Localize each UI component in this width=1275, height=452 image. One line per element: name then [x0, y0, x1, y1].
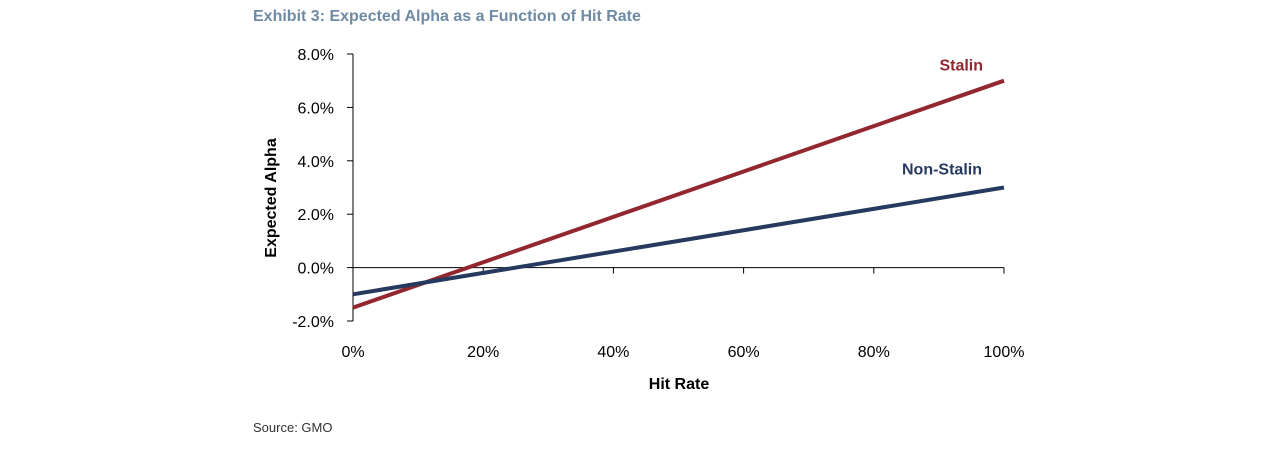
y-tick-label: 2.0%: [298, 207, 334, 224]
x-tick-label: 60%: [728, 344, 760, 361]
y-axis: -2.0% 0.0% 2.0% 4.0% 6.0% 8.0%: [292, 47, 354, 331]
x-tick-label: 100%: [984, 344, 1025, 361]
y-axis-label: Expected Alpha: [263, 138, 280, 258]
series-label-stalin: Stalin: [939, 58, 983, 75]
y-tick-label: 8.0%: [298, 47, 334, 64]
x-tick-label: 0%: [341, 344, 364, 361]
series-label-non-stalin: Non-Stalin: [902, 162, 982, 179]
x-axis: 0% 20% 40% 60% 80% 100%: [341, 267, 1025, 361]
y-tick-label: 6.0%: [298, 100, 334, 117]
source-note: Source: GMO: [253, 420, 333, 435]
chart-title: Exhibit 3: Expected Alpha as a Function …: [253, 8, 641, 25]
y-tick-label: 0.0%: [298, 261, 334, 278]
x-tick-label: 20%: [467, 344, 499, 361]
x-axis-label: Hit Rate: [649, 376, 710, 393]
y-tick-label: -2.0%: [292, 314, 334, 331]
series-lines: [352, 78, 1005, 310]
series-labels: Stalin Non-Stalin: [902, 58, 983, 179]
x-tick-label: 80%: [858, 344, 890, 361]
y-tick-label: 4.0%: [298, 154, 334, 171]
x-tick-label: 40%: [597, 344, 629, 361]
series-line-non-stalin: [352, 185, 1005, 297]
series-line-stalin: [352, 78, 1005, 310]
